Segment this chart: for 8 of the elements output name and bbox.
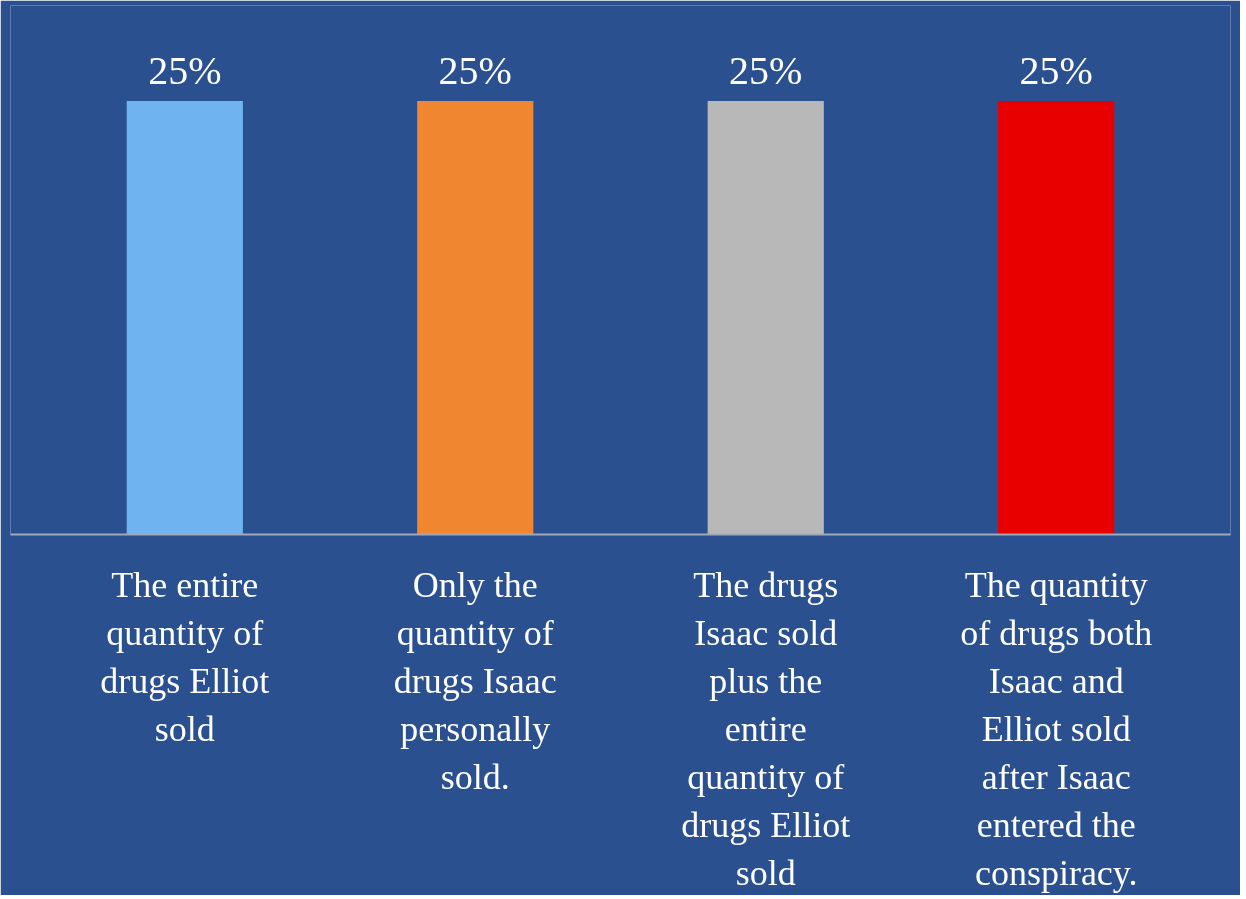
x-tick-label: Only the quantity of drugs Isaac personally sold. bbox=[393, 564, 557, 797]
x-tick-label: The quantity of drugs both Isaac and Elliot sold after Isaac entered the conspiracy. bbox=[960, 564, 1153, 893]
data-label: 25% bbox=[1019, 47, 1093, 93]
x-tick-label: The entire quantity of drugs Elliot sold bbox=[100, 564, 270, 749]
x-tick-label: The drugs Isaac sold plus the entire quantity of drugs Elliot sold bbox=[681, 564, 851, 893]
data-label: 25% bbox=[148, 47, 222, 93]
data-label: 25% bbox=[729, 47, 803, 93]
data-label: 25% bbox=[438, 47, 512, 93]
